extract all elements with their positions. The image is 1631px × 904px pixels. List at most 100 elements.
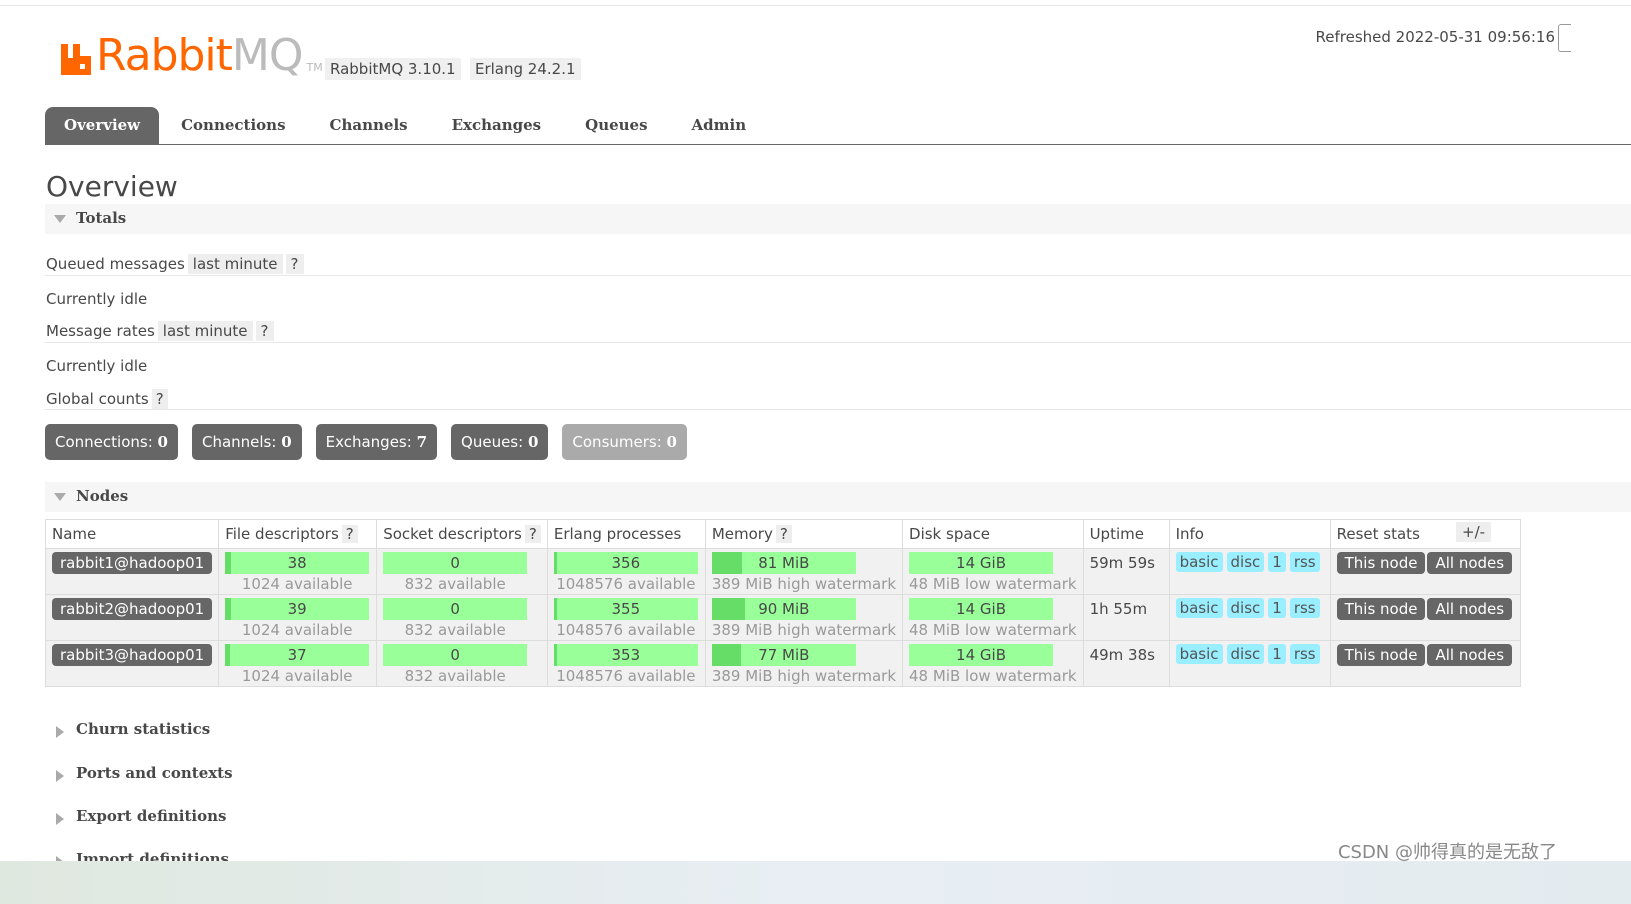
reset-this-node-button[interactable]: This node xyxy=(1336,598,1426,620)
connections-count-button[interactable]: Connections: 0 xyxy=(45,424,178,460)
col-file-descriptors: File descriptors? xyxy=(218,519,378,549)
erlang-processes-available: 1048576 available xyxy=(556,575,696,593)
exchanges-count-button[interactable]: Exchanges: 7 xyxy=(315,424,438,460)
rabbitmq-logo-icon xyxy=(60,42,92,76)
erlang-processes-available: 1048576 available xyxy=(556,621,696,639)
sd-bar: 0 xyxy=(383,598,528,620)
table-row: rabbit3@hadoop01 37 1024 available 0 832 a… xyxy=(44,640,1522,687)
col-disk-space: Disk space xyxy=(902,519,1084,549)
fd-available: 1024 available xyxy=(241,667,353,685)
memory-bar: 77 MiB xyxy=(711,644,856,666)
info-tag-count[interactable]: 1 xyxy=(1268,644,1286,664)
sd-available: 832 available xyxy=(404,667,506,685)
table-row: rabbit2@hadoop01 39 1024 available 0 832 a… xyxy=(44,594,1522,641)
sd-bar: 0 xyxy=(383,644,528,666)
global-counts-row: Global counts? xyxy=(46,389,168,409)
fd-bar: 38 xyxy=(225,552,370,574)
rabbitmq-version: RabbitMQ 3.10.1 xyxy=(325,58,461,80)
tab-overview[interactable]: Overview xyxy=(45,107,160,144)
node-name-link[interactable]: rabbit3@hadoop01 xyxy=(52,644,213,666)
sd-available: 832 available xyxy=(404,575,506,593)
section-label: Export definitions xyxy=(76,807,227,825)
refreshed-timestamp: Refreshed 2022-05-31 09:56:16 xyxy=(1315,28,1555,46)
collapse-triangle-icon xyxy=(54,215,66,223)
erlang-processes-available: 1048576 available xyxy=(556,667,696,685)
tab-queues[interactable]: Queues xyxy=(585,116,648,134)
message-rates-label: Message rates xyxy=(46,322,155,340)
memory-high-watermark: 389 MiB high watermark xyxy=(711,667,897,685)
main-nav: Overview Connections Channels Exchanges … xyxy=(45,107,768,144)
node-name-link[interactable]: rabbit2@hadoop01 xyxy=(52,598,213,620)
totals-section-header[interactable]: Totals xyxy=(45,204,1631,234)
erlang-processes-bar: 353 xyxy=(553,644,698,666)
queued-messages-range[interactable]: last minute xyxy=(187,254,283,274)
col-uptime: Uptime xyxy=(1082,519,1170,549)
nodes-table: Name File descriptors? Socket descriptor… xyxy=(44,519,1522,687)
disk-low-watermark: 48 MiB low watermark xyxy=(909,575,1077,593)
info-tag-count[interactable]: 1 xyxy=(1268,552,1286,572)
toggle-columns-button[interactable]: +/- xyxy=(1456,522,1492,542)
queues-count-button[interactable]: Queues: 0 xyxy=(451,424,549,460)
disk-low-watermark: 48 MiB low watermark xyxy=(909,667,1077,685)
memory-bar: 90 MiB xyxy=(711,598,856,620)
info-tag-rss[interactable]: rss xyxy=(1289,644,1320,664)
fd-bar: 37 xyxy=(225,644,370,666)
help-button[interactable]: ? xyxy=(151,389,168,409)
totals-heading: Totals xyxy=(76,209,127,227)
reset-this-node-button[interactable]: This node xyxy=(1336,552,1426,574)
info-tag-basic[interactable]: basic xyxy=(1175,598,1223,618)
uptime: 49m 38s xyxy=(1082,640,1170,687)
message-rates-range[interactable]: last minute xyxy=(157,321,253,341)
channels-count-button[interactable]: Channels: 0 xyxy=(191,424,302,460)
info-tag-disc[interactable]: disc xyxy=(1226,552,1265,572)
reset-all-nodes-button[interactable]: All nodes xyxy=(1427,598,1513,620)
sd-available: 832 available xyxy=(404,621,506,639)
help-button[interactable]: ? xyxy=(524,525,541,543)
col-memory: Memory? xyxy=(704,519,904,549)
info-tag-rss[interactable]: rss xyxy=(1289,598,1320,618)
export-definitions-section[interactable]: Export definitions xyxy=(45,807,1631,837)
help-button[interactable]: ? xyxy=(775,525,792,543)
refresh-interval-select[interactable] xyxy=(1558,24,1571,52)
global-counts: Connections: 0 Channels: 0 Exchanges: 7 … xyxy=(45,424,701,460)
tab-connections[interactable]: Connections xyxy=(181,116,286,134)
node-name-link[interactable]: rabbit1@hadoop01 xyxy=(52,552,213,574)
top-divider xyxy=(0,5,1631,6)
tab-exchanges[interactable]: Exchanges xyxy=(451,116,542,134)
info-tag-rss[interactable]: rss xyxy=(1289,552,1320,572)
divider xyxy=(45,275,1631,276)
rabbitmq-logo[interactable]: RabbitMQ TM xyxy=(60,30,323,81)
fd-available: 1024 available xyxy=(241,575,353,593)
info-tag-disc[interactable]: disc xyxy=(1226,644,1265,664)
tab-admin[interactable]: Admin xyxy=(691,116,747,134)
reset-all-nodes-button[interactable]: All nodes xyxy=(1427,552,1513,574)
divider xyxy=(45,409,1631,410)
help-button[interactable]: ? xyxy=(341,525,358,543)
col-name: Name xyxy=(44,519,220,549)
rates-status: Currently idle xyxy=(46,357,148,375)
table-header-row: Name File descriptors? Socket descriptor… xyxy=(44,519,1522,549)
erlang-processes-bar: 355 xyxy=(553,598,698,620)
erlang-version: Erlang 24.2.1 xyxy=(470,58,581,80)
nodes-section-header[interactable]: Nodes xyxy=(45,482,1631,512)
memory-bar: 81 MiB xyxy=(711,552,856,574)
reset-this-node-button[interactable]: This node xyxy=(1336,644,1426,666)
consumers-count-button[interactable]: Consumers: 0 xyxy=(562,424,687,460)
help-button[interactable]: ? xyxy=(255,321,274,341)
expand-triangle-icon xyxy=(56,770,64,782)
info-tag-basic[interactable]: basic xyxy=(1175,644,1223,664)
logo-text: RabbitMQ xyxy=(96,30,304,81)
help-button[interactable]: ? xyxy=(285,254,304,274)
disk-bar: 14 GiB xyxy=(909,598,1054,620)
collapse-triangle-icon xyxy=(54,493,66,501)
churn-statistics-section[interactable]: Churn statistics xyxy=(45,720,1631,750)
tab-channels[interactable]: Channels xyxy=(329,116,408,134)
reset-all-nodes-button[interactable]: All nodes xyxy=(1427,644,1513,666)
ports-and-contexts-section[interactable]: Ports and contexts xyxy=(45,764,1631,794)
info-tag-disc[interactable]: disc xyxy=(1226,598,1265,618)
erlang-processes-bar: 356 xyxy=(553,552,698,574)
info-tag-count[interactable]: 1 xyxy=(1268,598,1286,618)
info-tag-basic[interactable]: basic xyxy=(1175,552,1223,572)
bottom-strip xyxy=(0,861,1631,904)
col-erlang-processes: Erlang processes xyxy=(546,519,706,549)
